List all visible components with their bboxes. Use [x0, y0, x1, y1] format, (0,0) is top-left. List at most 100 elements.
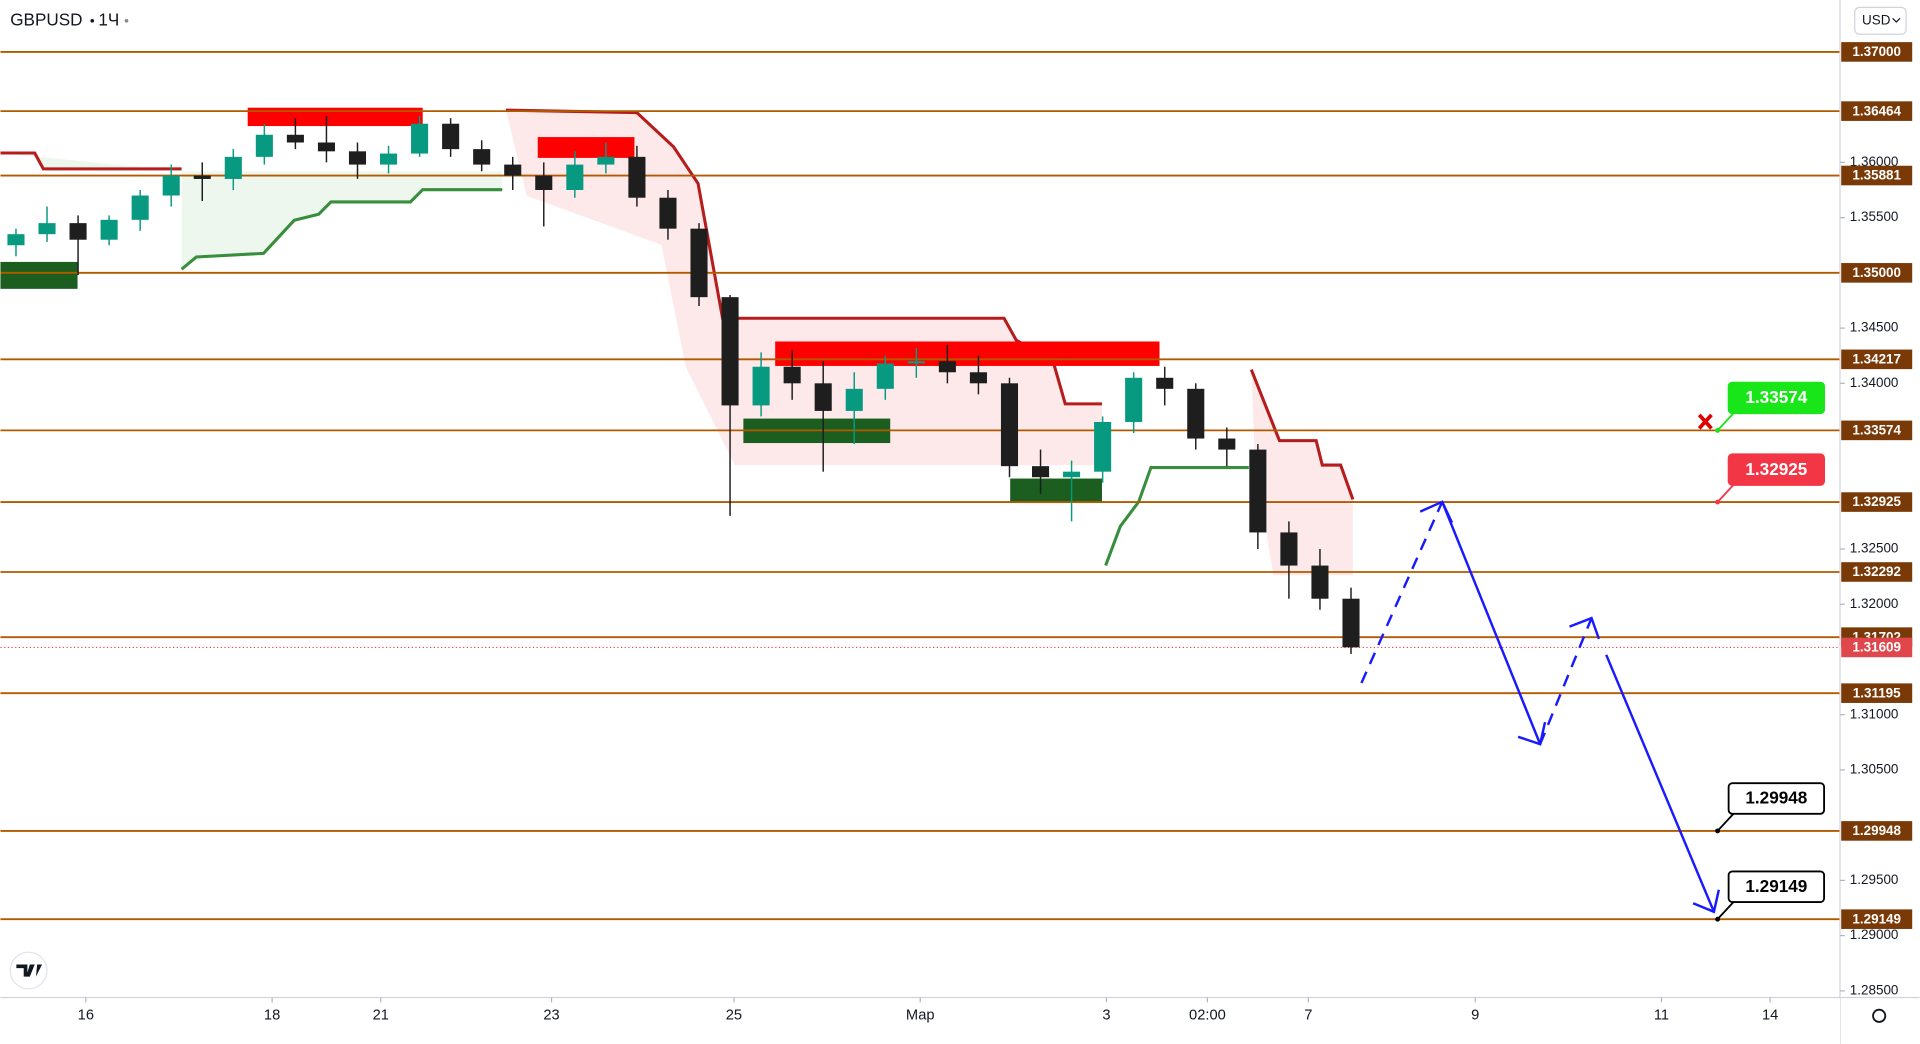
trend-fill [505, 110, 1102, 466]
candle-body [566, 164, 584, 190]
level-label: 1.36464 [1852, 103, 1901, 118]
callout-label: 1.32925 [1745, 459, 1807, 479]
level-label: 1.29948 [1852, 823, 1901, 838]
level-label: 1.35881 [1852, 168, 1901, 183]
candle-body [1156, 377, 1174, 389]
level-label-bg [1841, 562, 1913, 582]
candle-body [348, 151, 367, 165]
candle-body [473, 149, 491, 165]
dropdown-icon[interactable] [1892, 17, 1901, 23]
candle-body [286, 134, 304, 143]
x-tick-label: 23 [543, 1008, 559, 1024]
candle-body [380, 153, 398, 165]
level-label-bg [1841, 909, 1913, 929]
callouts: 1.33574 1.32925 1.29948 1.29149 [1715, 381, 1826, 922]
currency-button[interactable] [1854, 6, 1907, 35]
callout-box [1727, 453, 1826, 486]
last-price-label: 1.31609 [1852, 640, 1901, 655]
callout-box [1727, 381, 1826, 415]
x-tick-label: 02:00 [1189, 1008, 1226, 1024]
logo-mark [16, 964, 43, 977]
level-label: 1.34217 [1852, 352, 1901, 367]
time-axis: 16 18 21 23 25 Мар 3 02:00 7 9 11 14 [78, 997, 1778, 1024]
time-axis-bg [0, 997, 1840, 1044]
x-tick-label: 3 [1102, 1008, 1110, 1024]
support-zone [0, 261, 78, 289]
y-tick-label: 1.34500 [1850, 320, 1899, 335]
candle-body [442, 123, 460, 150]
candle-body [317, 142, 335, 152]
y-tick-label: 1.30500 [1850, 761, 1899, 776]
level-label-bg [1841, 101, 1913, 121]
level-label: 1.32292 [1852, 564, 1901, 579]
callout-box [1727, 870, 1826, 903]
x-tick-label: 25 [726, 1008, 742, 1024]
callout-label: 1.29948 [1745, 788, 1807, 808]
cross-mark [1697, 413, 1713, 430]
resistance-zone [775, 341, 1160, 366]
callout-label: 1.29149 [1745, 876, 1807, 896]
candle-body [1187, 388, 1205, 439]
drawings [0, 107, 1355, 576]
level-label-bg [1841, 165, 1913, 186]
candle-body [690, 228, 708, 298]
candle-body [38, 223, 56, 235]
candle-body [100, 219, 118, 240]
forecast-dashed [1539, 617, 1593, 745]
candle-body [1000, 383, 1019, 467]
level-label: 1.29149 [1852, 911, 1901, 926]
y-tick-label: 1.29000 [1850, 927, 1899, 942]
level-label-bg [1841, 263, 1913, 283]
callout-leader [1716, 484, 1735, 503]
y-tick-label: 1.32500 [1850, 541, 1899, 556]
level-label: 1.31195 [1853, 685, 1901, 700]
candle-body [1218, 438, 1236, 450]
level-label-bg [1841, 42, 1913, 62]
level-label: 1.37000 [1852, 44, 1901, 59]
supertrend-down [1249, 369, 1355, 500]
candle-body [597, 156, 615, 165]
supertrend-down [505, 108, 1102, 406]
x-tick-label: 11 [1654, 1008, 1669, 1024]
candle-body [535, 175, 553, 190]
currency[interactable]: USD [1862, 12, 1891, 27]
levels [0, 51, 1840, 921]
level-label-bg [1841, 492, 1913, 512]
x-tick-label: 16 [78, 1008, 94, 1024]
y-tick-label: 1.35500 [1850, 209, 1899, 224]
candle-body [255, 134, 273, 157]
x-tick-label: 21 [373, 1008, 389, 1024]
level-label: 1.32925 [1852, 494, 1901, 509]
trend-fill [0, 152, 503, 270]
callout-box [1727, 782, 1826, 815]
symbol: GBPUSD [10, 9, 82, 29]
arrow-head [1692, 889, 1721, 914]
candle-body [1280, 532, 1298, 566]
candle-body [969, 372, 987, 384]
candle-body [193, 175, 211, 179]
callout-leader [1716, 412, 1735, 431]
callout-label: 1.33574 [1745, 387, 1807, 407]
level-label-bg [1841, 683, 1913, 703]
y-tick-label: 1.28500 [1850, 982, 1899, 997]
candle-body [1311, 565, 1329, 599]
y-tick-label: 1.31000 [1850, 706, 1899, 721]
resistance-zone [247, 107, 423, 127]
header: GBPUSD 1Ч USD [9, 6, 1907, 1023]
settings-icon[interactable] [1872, 1008, 1887, 1023]
resistance-zone [537, 137, 635, 158]
x-tick-label: 18 [264, 1008, 280, 1024]
candle-body [131, 195, 149, 220]
interval: 1Ч [98, 9, 119, 29]
x-tick-label: 7 [1304, 1008, 1312, 1024]
forecast-leg [1441, 501, 1542, 745]
level-label: 1.35000 [1852, 265, 1901, 280]
candle-body [1094, 421, 1112, 472]
candle-body [1342, 598, 1360, 648]
arrow-head [1419, 500, 1454, 524]
candle-body [783, 366, 801, 384]
candle-body [721, 297, 739, 406]
